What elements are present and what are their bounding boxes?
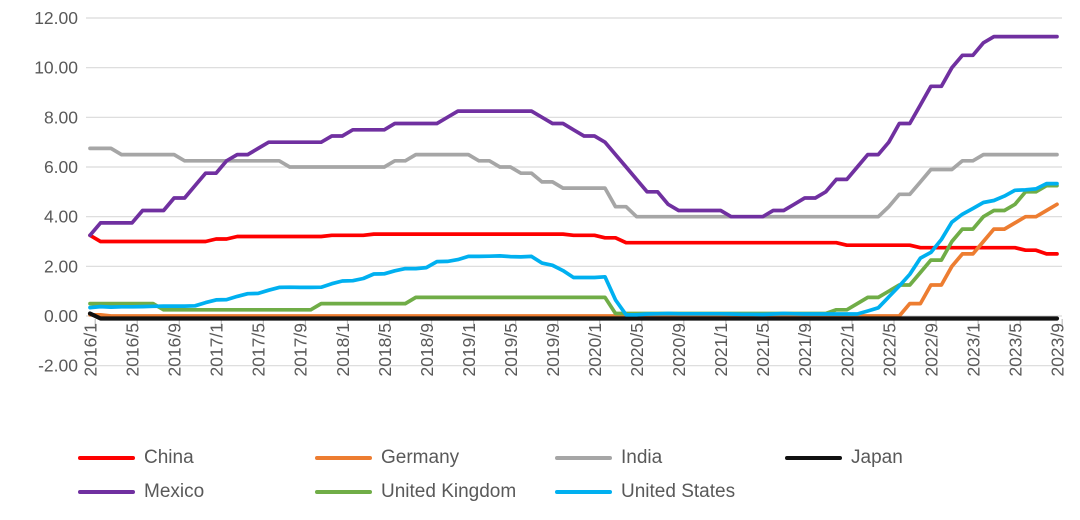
x-axis-label: 2020/1: [585, 323, 605, 377]
japan-line-swatch: [785, 456, 842, 460]
y-axis-label: 6.00: [44, 157, 78, 177]
y-axis-label: 8.00: [44, 107, 78, 127]
x-axis-label: 2016/9: [165, 323, 185, 377]
germany-line-swatch: [315, 456, 372, 460]
chart-legend: China Germany India Japan Mexico United …: [0, 0, 1080, 502]
series-line-china: [88, 232, 1059, 256]
x-axis-label: 2021/5: [753, 323, 773, 377]
x-axis-label: 2021/9: [795, 323, 815, 377]
legend-label-japan: Japan: [851, 447, 903, 468]
y-axis-label: 0.00: [44, 306, 78, 326]
united-kingdom-line-swatch: [315, 490, 372, 494]
legend-label-mexico: Mexico: [144, 481, 205, 502]
legend-label-united-kingdom: United Kingdom: [381, 481, 517, 502]
legend-item-united-kingdom: United Kingdom: [315, 481, 516, 503]
x-axis-label: 2017/1: [207, 323, 227, 377]
series-line-india: [88, 146, 1059, 219]
y-axis-label: 10.00: [34, 58, 78, 78]
series-line-germany: [88, 202, 1059, 318]
x-axis-label: 2018/5: [375, 323, 395, 377]
y-axis-label: -2.00: [38, 356, 78, 376]
united-states-line-swatch: [555, 490, 612, 494]
legend-label-india: India: [621, 447, 663, 468]
x-axis-label: 2019/5: [501, 323, 521, 377]
series-line-united-kingdom: [88, 183, 1059, 316]
legend-item-germany: Germany: [315, 447, 459, 469]
y-axis-label: 2.00: [44, 256, 78, 276]
legend-label-united-states: United States: [621, 481, 736, 502]
india-line-swatch: [555, 456, 612, 460]
legend-item-china: China: [78, 447, 194, 469]
legend-label-china: China: [144, 447, 194, 468]
china-line-swatch: [78, 456, 135, 460]
x-axis-label: 2016/5: [123, 323, 143, 377]
x-axis-label: 2018/1: [333, 323, 353, 377]
x-axis-label: 2016/1: [81, 323, 101, 377]
mexico-line-swatch: [78, 490, 135, 494]
x-axis-label: 2019/1: [459, 323, 479, 377]
x-axis-label: 2023/9: [1048, 323, 1068, 377]
x-axis-label: 2020/5: [627, 323, 647, 377]
y-axis-label: 12.00: [34, 8, 78, 28]
x-axis-label: 2023/1: [963, 323, 983, 377]
legend-item-mexico: Mexico: [78, 481, 204, 503]
x-axis-label: 2018/9: [417, 323, 437, 377]
series-line-mexico: [88, 34, 1059, 238]
legend-item-united-states: United States: [555, 481, 735, 503]
x-axis-label: 2022/1: [837, 323, 857, 377]
y-axis-label: 4.00: [44, 207, 78, 227]
x-axis-label: 2021/1: [711, 323, 731, 377]
x-axis-label: 2020/9: [669, 323, 689, 377]
legend-item-india: India: [555, 447, 662, 469]
x-axis-label: 2023/5: [1005, 323, 1025, 377]
legend-label-germany: Germany: [381, 447, 460, 468]
x-axis-label: 2017/9: [291, 323, 311, 377]
x-axis-label: 2019/9: [543, 323, 563, 377]
x-axis-label: 2022/5: [879, 323, 899, 377]
x-axis-label: 2017/5: [249, 323, 269, 377]
legend-item-japan: Japan: [785, 447, 903, 469]
series-line-united-states: [88, 181, 1059, 317]
x-axis-label: 2022/9: [921, 323, 941, 377]
series-line-japan: [87, 311, 1060, 321]
